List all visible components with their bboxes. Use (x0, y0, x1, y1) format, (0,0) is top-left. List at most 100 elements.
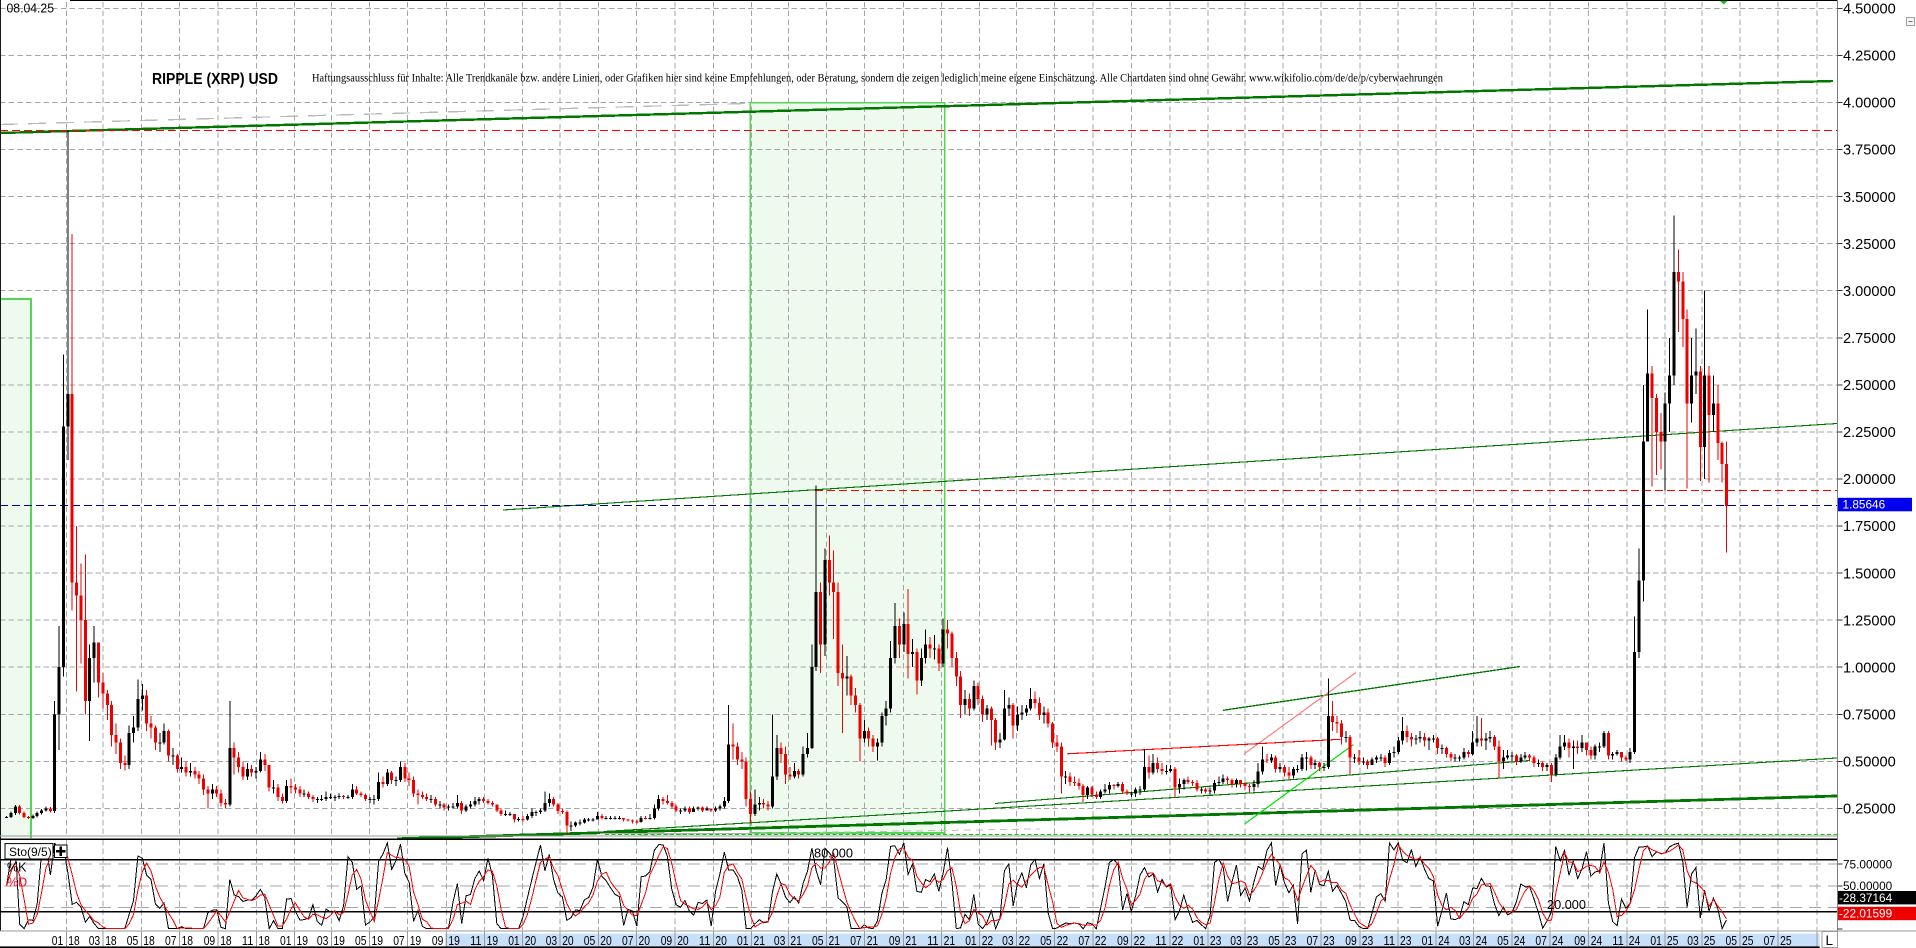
svg-text:3.75000: 3.75000 (1843, 143, 1896, 159)
svg-text:11: 11 (242, 933, 254, 948)
svg-text:24: 24 (1591, 933, 1603, 948)
svg-text:07: 07 (1764, 933, 1776, 948)
svg-text:3.00000: 3.00000 (1843, 284, 1896, 300)
svg-text:Sto(9/5): Sto(9/5) (9, 845, 52, 859)
svg-text:09: 09 (1117, 933, 1129, 948)
svg-text:1.50000: 1.50000 (1843, 566, 1896, 582)
svg-text:03: 03 (89, 933, 101, 948)
svg-text:01: 01 (1422, 933, 1434, 948)
svg-text:20: 20 (562, 933, 574, 948)
svg-text:11: 11 (1384, 933, 1396, 948)
svg-text:2.75000: 2.75000 (1843, 331, 1896, 347)
svg-text:20: 20 (715, 933, 727, 948)
svg-text:18: 18 (220, 933, 232, 948)
svg-text:1.25000: 1.25000 (1843, 613, 1896, 629)
svg-text:0.75000: 0.75000 (1843, 708, 1896, 724)
svg-text:20: 20 (600, 933, 612, 948)
svg-text:01: 01 (52, 933, 64, 948)
svg-text:07: 07 (1307, 933, 1319, 948)
svg-text:0.50000: 0.50000 (1843, 755, 1896, 771)
svg-text:2.00000: 2.00000 (1843, 472, 1896, 488)
svg-text:0.25000: 0.25000 (1843, 802, 1896, 818)
svg-text:20: 20 (639, 933, 651, 948)
svg-text:20: 20 (525, 933, 537, 948)
svg-text:07: 07 (393, 933, 405, 948)
svg-text:18: 18 (258, 933, 270, 948)
svg-text:24: 24 (1552, 933, 1564, 948)
svg-text:11: 11 (699, 933, 711, 948)
svg-text:07: 07 (165, 933, 177, 948)
svg-text:20.000: 20.000 (1547, 897, 1586, 912)
svg-text:22: 22 (1172, 933, 1184, 948)
svg-text:19: 19 (487, 933, 499, 948)
svg-text:07: 07 (1078, 933, 1090, 948)
svg-text:21: 21 (867, 933, 879, 948)
svg-text:09: 09 (1574, 933, 1586, 948)
svg-text:22: 22 (1019, 933, 1031, 948)
svg-text:4.00000: 4.00000 (1843, 96, 1896, 112)
svg-text:22: 22 (982, 933, 994, 948)
svg-text:23: 23 (1362, 933, 1374, 948)
svg-text:RIPPLE (XRP) USD: RIPPLE (XRP) USD (152, 71, 278, 88)
svg-text:03: 03 (546, 933, 558, 948)
svg-text:24: 24 (1514, 933, 1526, 948)
svg-text:Haftungsausschluss für Inhalte: Haftungsausschluss für Inhalte: Alle Tre… (312, 73, 1443, 85)
svg-text:25: 25 (1704, 933, 1716, 948)
svg-text:75.00000: 75.00000 (1843, 857, 1893, 871)
svg-text:05: 05 (584, 933, 596, 948)
svg-text:25: 25 (1667, 933, 1679, 948)
svg-text:18: 18 (105, 933, 117, 948)
svg-text:3.25000: 3.25000 (1843, 237, 1896, 253)
svg-text:09: 09 (432, 933, 444, 948)
svg-text:05: 05 (812, 933, 824, 948)
svg-text:03: 03 (1459, 933, 1471, 948)
svg-text:11: 11 (1612, 933, 1624, 948)
svg-text:18: 18 (68, 933, 80, 948)
svg-text:-28.37164: -28.37164 (1839, 891, 1893, 905)
svg-text:05: 05 (1040, 933, 1052, 948)
svg-text:%K: %K (7, 861, 27, 875)
svg-text:22: 22 (1095, 933, 1107, 948)
svg-text:50.00000: 50.00000 (1843, 879, 1893, 893)
svg-text:19: 19 (410, 933, 422, 948)
svg-text:19: 19 (333, 933, 345, 948)
svg-text:4.25000: 4.25000 (1843, 49, 1896, 65)
svg-text:L: L (1826, 933, 1834, 948)
svg-text:1.85646: 1.85646 (1843, 498, 1886, 512)
svg-text:03: 03 (774, 933, 786, 948)
svg-text:-22.01599: -22.01599 (1839, 907, 1892, 921)
svg-text:19: 19 (297, 933, 309, 948)
svg-text:23: 23 (1210, 933, 1222, 948)
svg-text:07: 07 (622, 933, 634, 948)
svg-text:05: 05 (1726, 933, 1738, 948)
svg-text:03: 03 (1002, 933, 1014, 948)
svg-text:05: 05 (355, 933, 367, 948)
svg-text:09: 09 (889, 933, 901, 948)
svg-text:1.75000: 1.75000 (1843, 519, 1896, 535)
svg-text:05: 05 (1497, 933, 1509, 948)
svg-text:05: 05 (1268, 933, 1280, 948)
svg-text:25: 25 (1742, 933, 1754, 948)
svg-text:01: 01 (508, 933, 520, 948)
svg-text:80.000: 80.000 (814, 846, 853, 861)
svg-text:21: 21 (754, 933, 766, 948)
svg-text:19: 19 (372, 933, 384, 948)
svg-text:18: 18 (182, 933, 194, 948)
svg-text:08.04.25: 08.04.25 (7, 1, 55, 15)
svg-text:2.25000: 2.25000 (1843, 425, 1896, 441)
svg-text:11: 11 (470, 933, 482, 948)
svg-text:18: 18 (143, 933, 155, 948)
svg-text:23: 23 (1323, 933, 1335, 948)
svg-text:2.50000: 2.50000 (1843, 378, 1896, 394)
svg-text:11: 11 (1155, 933, 1167, 948)
svg-text:09: 09 (1345, 933, 1357, 948)
svg-text:03: 03 (317, 933, 329, 948)
svg-text:01: 01 (1193, 933, 1205, 948)
svg-text:23: 23 (1400, 933, 1412, 948)
svg-text:21: 21 (905, 933, 917, 948)
svg-text:07: 07 (1535, 933, 1547, 948)
svg-text:20: 20 (677, 933, 689, 948)
svg-text:24: 24 (1438, 933, 1450, 948)
svg-text:01: 01 (1650, 933, 1662, 948)
svg-text:24: 24 (1629, 933, 1641, 948)
